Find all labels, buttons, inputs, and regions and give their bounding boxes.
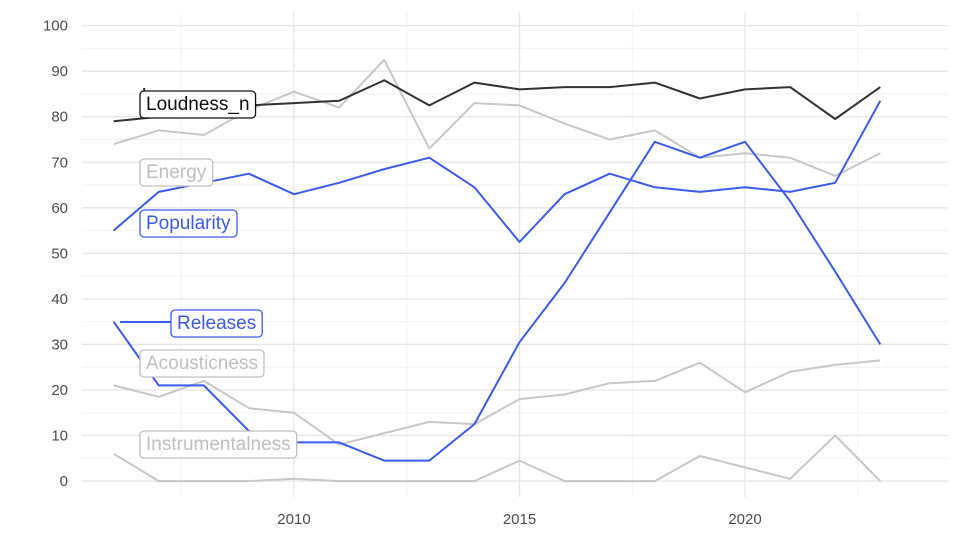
series-line-releases — [112, 140, 882, 462]
label-box — [170, 309, 263, 338]
series-label-text: Popularity — [146, 213, 231, 234]
series-line-acousticness — [113, 359, 881, 446]
y-tick-label: 50 — [51, 245, 68, 262]
label-releases: Releases — [120, 309, 263, 338]
y-tick-label: 40 — [51, 291, 68, 308]
x-axis: 2010 2015 2020 — [277, 511, 761, 528]
series-label-text: Acousticness — [146, 353, 258, 374]
label-box — [139, 158, 214, 187]
x-tick-label: 2010 — [277, 511, 310, 528]
y-tick-label: 80 — [51, 109, 68, 126]
y-tick-label: 100 — [43, 18, 68, 35]
series-label-text: Energy — [146, 162, 207, 183]
y-tick-label: 60 — [51, 200, 68, 217]
label-energy: Energy — [139, 158, 214, 187]
series-label-text: Releases — [177, 313, 256, 334]
label-acousticness: Acousticness — [139, 349, 265, 378]
x-tick-label: 2020 — [728, 511, 761, 528]
label-box — [139, 90, 257, 119]
y-axis: 0 10 20 30 40 50 60 70 80 90 100 — [43, 18, 68, 490]
label-box — [139, 349, 265, 378]
y-tick-label: 0 — [60, 473, 68, 490]
grid — [82, 12, 948, 497]
label-popularity: Popularity — [139, 209, 238, 238]
y-tick-label: 90 — [51, 63, 68, 80]
label-instrumentalness: Instrumentalness — [139, 430, 298, 459]
y-tick-label: 20 — [51, 382, 68, 399]
label-box — [139, 430, 298, 459]
series-line-popularity — [112, 100, 882, 243]
series-label-text: Instrumentalness — [146, 434, 291, 455]
series-label-text: Loudness_n — [146, 94, 250, 115]
series-labels: Loudness_n Energy Popularity Releases Acoust… — [120, 87, 298, 459]
y-tick-label: 70 — [51, 154, 68, 171]
label-box — [139, 209, 238, 238]
series-line-instrumentalness — [113, 434, 882, 483]
label-loudness-n: Loudness_n — [139, 87, 257, 119]
series-lines — [112, 58, 882, 483]
x-tick-label: 2015 — [503, 511, 536, 528]
y-tick-label: 10 — [51, 428, 68, 445]
y-tick-label: 30 — [51, 336, 68, 353]
